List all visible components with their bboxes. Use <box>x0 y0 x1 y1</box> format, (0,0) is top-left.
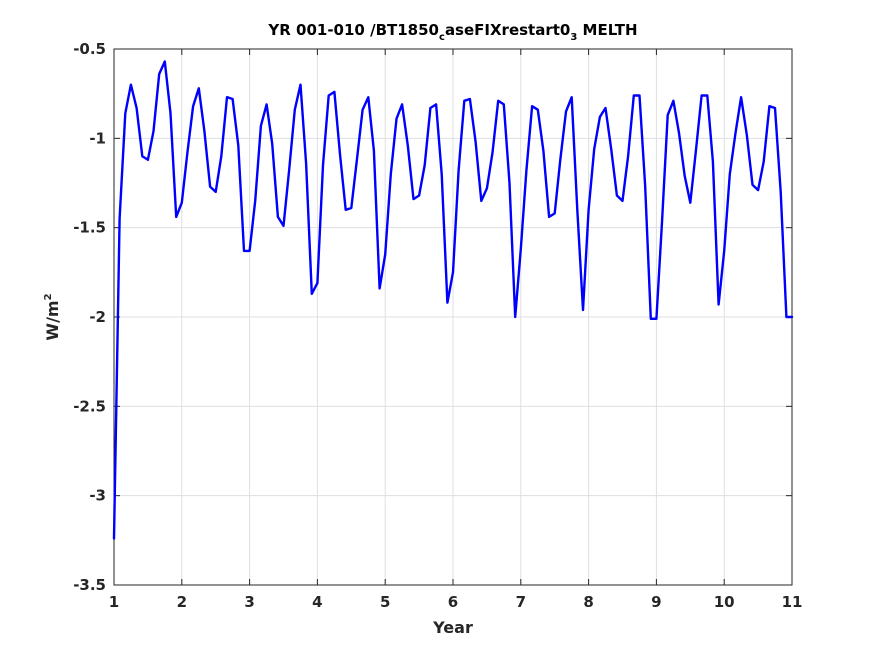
ticks <box>113 48 793 586</box>
title-sub2: 3 <box>570 32 577 43</box>
y-tick-label: -0.5 <box>73 40 106 58</box>
x-axis-label: Year <box>432 618 473 637</box>
y-tick-label: -3 <box>89 487 106 505</box>
x-tick-label: 11 <box>782 593 803 611</box>
x-tick-label: 6 <box>448 593 458 611</box>
x-tick-label: 10 <box>714 593 735 611</box>
y-tick-label: -2 <box>89 308 106 326</box>
y-tick-label: -1 <box>89 129 106 147</box>
x-tick-label: 5 <box>380 593 390 611</box>
y-tick-label: -3.5 <box>73 576 106 594</box>
tick-labels: 1 2 3 4 5 6 7 8 9 10 11 -3.5 -3 -2.5 -2 -1.5 -1 -0.5 <box>73 40 802 611</box>
title-part3: MELTH <box>577 21 637 39</box>
title-part2: aseFIXrestart0 <box>445 21 570 39</box>
series-line <box>112 60 794 540</box>
title-part1: YR 001-010 /BT1850 <box>267 21 439 39</box>
y-tick-label: -2.5 <box>73 397 106 415</box>
title-sub1: c <box>439 32 445 43</box>
x-tick-label: 8 <box>583 593 593 611</box>
x-tick-label: 4 <box>312 593 322 611</box>
y-tick-label: -1.5 <box>73 219 106 237</box>
chart-title: YR 001-010 /BT1850caseFIXrestart03 MELTH <box>267 21 637 43</box>
x-tick-label: 9 <box>651 593 661 611</box>
y-axis-label-sup: 2 <box>43 293 54 300</box>
x-tick-label: 7 <box>516 593 526 611</box>
y-axis-label: W/m2 <box>43 293 62 340</box>
x-tick-label: 1 <box>109 593 119 611</box>
x-tick-label: 3 <box>244 593 254 611</box>
y-axis-label-base: W/m <box>43 300 62 340</box>
x-tick-label: 2 <box>177 593 187 611</box>
